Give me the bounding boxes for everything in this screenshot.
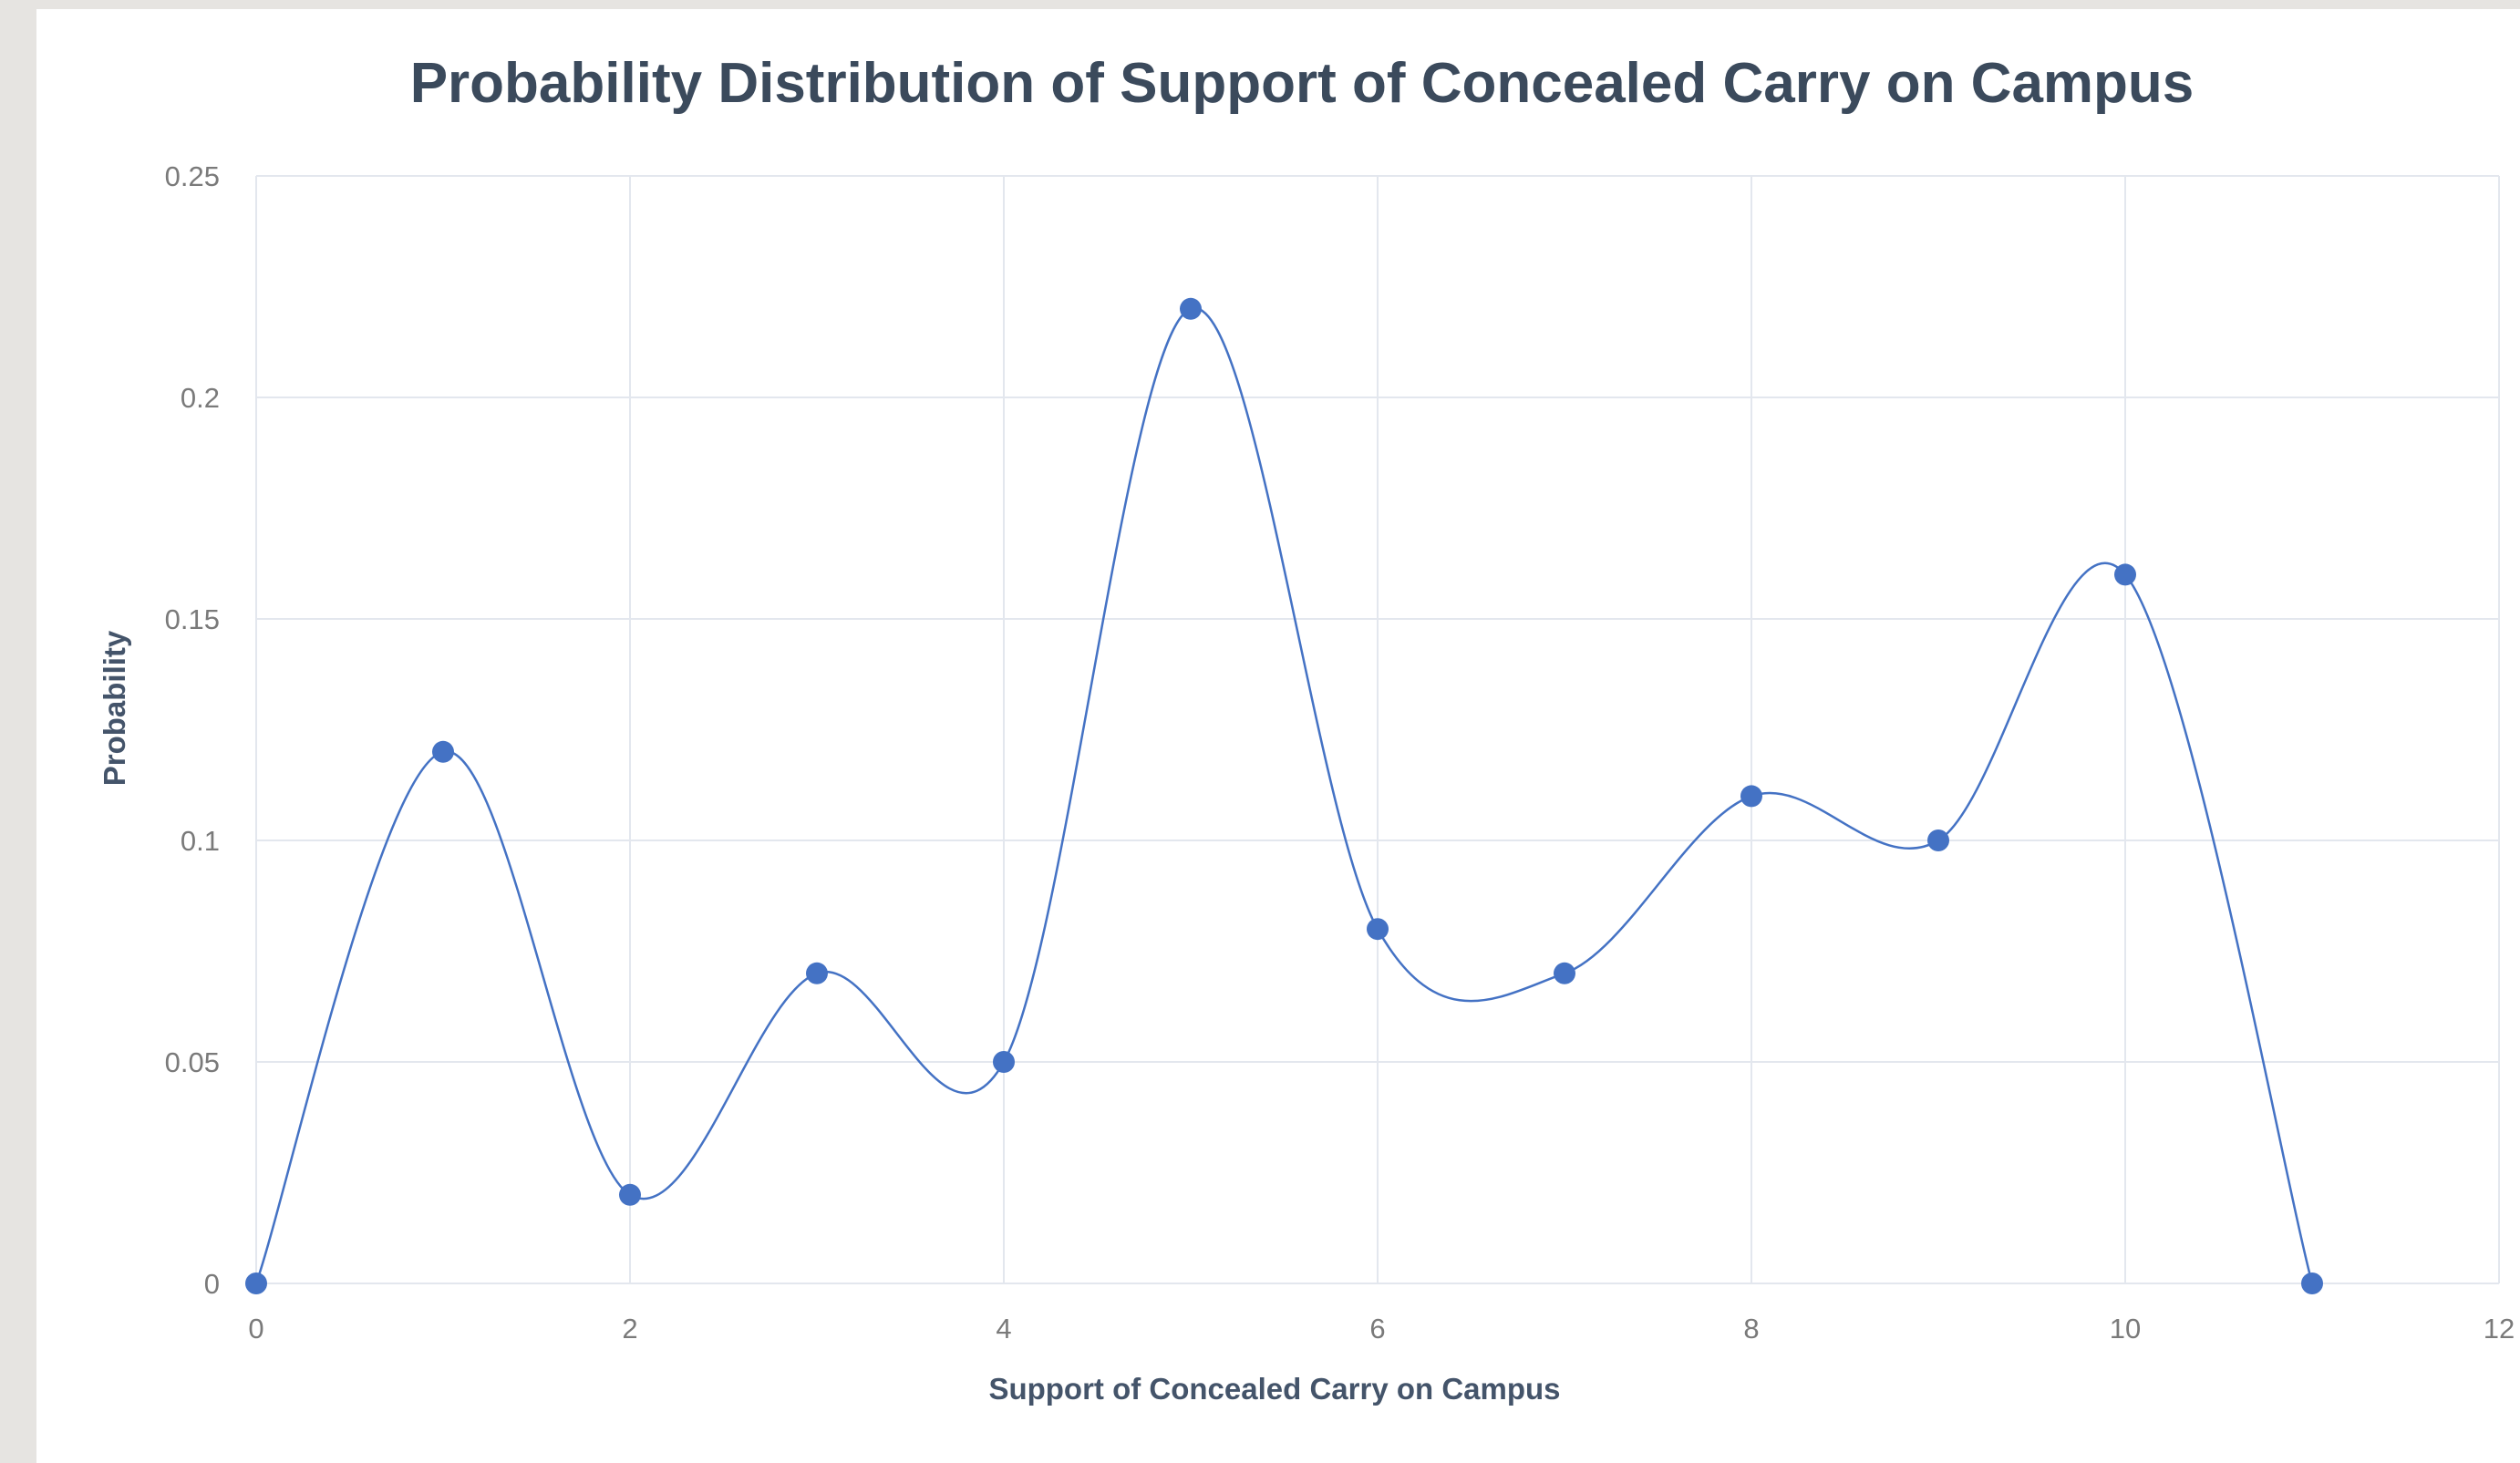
series-line (254, 307, 2314, 1284)
data-point (2301, 1272, 2323, 1294)
x-tick-label: 2 (622, 1313, 637, 1345)
y-tick-label: 0 (204, 1268, 220, 1300)
data-point (1367, 918, 1389, 941)
data-point (1180, 297, 1202, 320)
y-tick-label: 0.2 (181, 382, 220, 414)
x-tick-label: 4 (996, 1313, 1011, 1345)
y-axis-title: Probability (98, 630, 131, 786)
data-point (1740, 785, 1762, 808)
y-tick-label: 0.05 (165, 1046, 220, 1078)
data-point (806, 962, 828, 984)
gridlines (255, 175, 2500, 1284)
y-tick-label: 0.15 (165, 603, 220, 635)
x-tick-label: 8 (1743, 1313, 1759, 1345)
x-tick-label: 0 (248, 1313, 263, 1345)
data-point (432, 740, 454, 763)
data-point (1927, 829, 1949, 851)
chart-title: Probability Distribution of Support of C… (410, 52, 2195, 115)
data-point (619, 1183, 641, 1206)
x-tick-label: 6 (1369, 1313, 1385, 1345)
y-tick-label: 0.25 (165, 160, 220, 192)
x-axis-title: Support of Concealed Carry on Campus (988, 1372, 1560, 1406)
data-point (2114, 563, 2136, 586)
data-points (245, 297, 2323, 1294)
data-point (245, 1272, 267, 1294)
x-tick-label: 10 (2110, 1313, 2141, 1345)
tick-labels: 0 0.05 0.1 0.15 0.2 0.25 0 2 4 6 8 10 12 (165, 160, 2515, 1345)
data-point (993, 1051, 1015, 1073)
chart-area (36, 9, 2520, 1463)
x-tick-label: 12 (2484, 1313, 2515, 1345)
data-point (1554, 962, 1575, 984)
y-tick-label: 0.1 (181, 825, 220, 857)
